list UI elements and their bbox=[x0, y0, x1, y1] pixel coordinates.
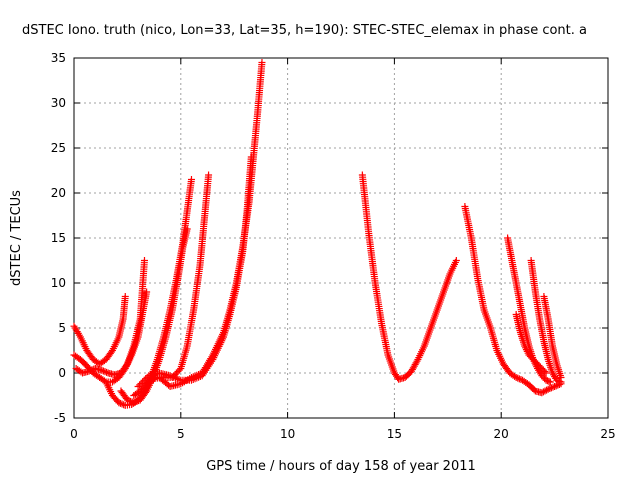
x-tick-label: 15 bbox=[387, 427, 402, 441]
data-point bbox=[175, 366, 183, 374]
x-tick-label: 20 bbox=[494, 427, 509, 441]
data-point bbox=[101, 368, 109, 376]
y-tick-label: 0 bbox=[58, 366, 66, 380]
y-tick-label: 25 bbox=[51, 141, 66, 155]
data-point bbox=[121, 293, 129, 300]
data-point bbox=[133, 397, 141, 405]
data-point bbox=[139, 378, 147, 386]
data-point bbox=[137, 379, 145, 387]
data-point bbox=[543, 386, 551, 394]
axis-ticks: 0 5 10 15 20 25 -5 0 5 10 15 20 25 30 35 bbox=[51, 51, 616, 441]
data-point bbox=[544, 385, 552, 393]
data-point bbox=[551, 383, 559, 390]
series-0 bbox=[70, 293, 129, 368]
data-point bbox=[136, 381, 144, 389]
y-tick-label: 20 bbox=[51, 186, 66, 200]
data-point bbox=[130, 399, 138, 407]
series-5 bbox=[130, 171, 213, 399]
data-point bbox=[542, 369, 550, 377]
data-point bbox=[134, 383, 142, 390]
data-point bbox=[98, 366, 106, 374]
y-tick-label: 15 bbox=[51, 231, 66, 245]
series-6 bbox=[134, 153, 255, 390]
chart-title: dSTEC Iono. truth (nico, Lon=33, Lat=35,… bbox=[22, 23, 587, 38]
y-axis-label: dSTEC / TECUs bbox=[9, 190, 24, 286]
data-point bbox=[103, 368, 111, 376]
series-13 bbox=[540, 293, 565, 381]
data-point bbox=[115, 399, 123, 407]
data-marks bbox=[70, 59, 565, 409]
data-point bbox=[131, 398, 139, 406]
data-point bbox=[140, 376, 148, 384]
data-point bbox=[515, 375, 523, 383]
data-point bbox=[116, 399, 124, 407]
data-point bbox=[142, 375, 150, 383]
data-point bbox=[143, 288, 151, 296]
data-point bbox=[541, 368, 549, 375]
x-tick-label: 25 bbox=[600, 427, 615, 441]
series-7 bbox=[155, 59, 266, 390]
x-axis-label: GPS time / hours of day 158 of year 2011 bbox=[206, 459, 476, 474]
data-point bbox=[140, 257, 148, 264]
data-point bbox=[187, 176, 195, 183]
y-tick-label: 35 bbox=[51, 51, 66, 65]
data-point bbox=[205, 171, 213, 179]
series-8 bbox=[358, 171, 460, 383]
data-point bbox=[512, 374, 520, 381]
data-point bbox=[549, 383, 557, 391]
data-point bbox=[183, 225, 191, 233]
data-point bbox=[452, 257, 460, 264]
data-point bbox=[149, 375, 157, 383]
y-tick-label: 5 bbox=[58, 321, 66, 335]
data-point bbox=[118, 400, 126, 408]
x-tick-label: 0 bbox=[70, 427, 78, 441]
series-2 bbox=[70, 288, 151, 386]
series-9 bbox=[461, 203, 565, 397]
x-tick-label: 5 bbox=[177, 427, 185, 441]
data-point bbox=[546, 385, 554, 393]
series-12 bbox=[512, 311, 550, 377]
data-point bbox=[413, 357, 421, 365]
data-point bbox=[547, 384, 555, 392]
y-tick-label: -5 bbox=[54, 411, 66, 425]
data-point bbox=[546, 378, 554, 386]
x-tick-label: 10 bbox=[280, 427, 295, 441]
data-point bbox=[99, 367, 107, 375]
series-11 bbox=[527, 257, 565, 386]
y-tick-label: 10 bbox=[51, 276, 66, 290]
data-point bbox=[258, 59, 266, 66]
data-point bbox=[557, 374, 565, 381]
data-point bbox=[125, 397, 133, 405]
data-point bbox=[514, 374, 522, 382]
y-tick-label: 30 bbox=[51, 96, 66, 110]
data-point bbox=[123, 396, 131, 404]
data-point bbox=[127, 397, 135, 405]
